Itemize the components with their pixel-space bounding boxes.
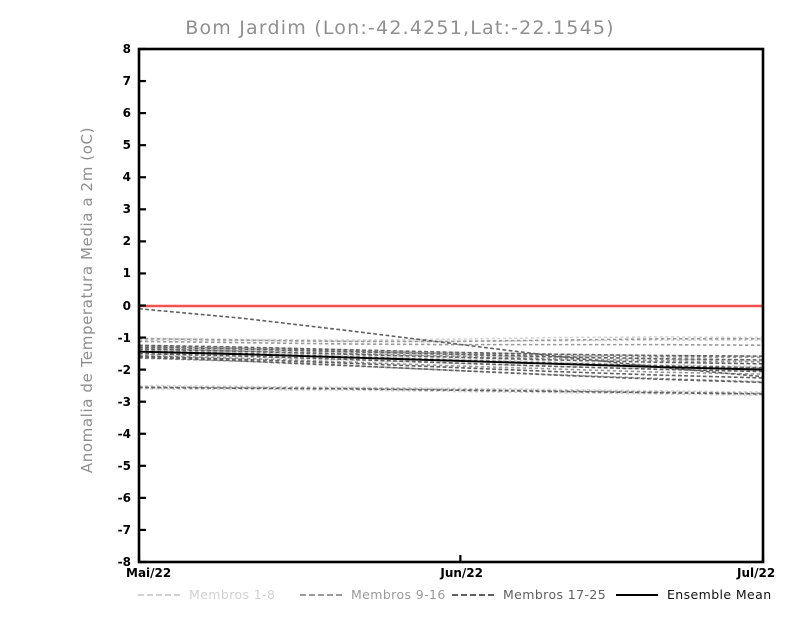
y-tick-label: 3 bbox=[122, 202, 131, 217]
legend-item: Membros 9-16 bbox=[300, 586, 446, 604]
y-tick-label: -1 bbox=[117, 330, 131, 345]
legend-swatch bbox=[138, 594, 180, 596]
chart-legend: Membros 1-8 Membros 9-16 Membros 17-25 Ense… bbox=[0, 586, 800, 606]
member-line bbox=[138, 386, 764, 395]
y-tick-label: 2 bbox=[122, 234, 131, 249]
member-line bbox=[138, 348, 764, 365]
legend-swatch bbox=[616, 594, 658, 596]
y-tick-label: 8 bbox=[122, 42, 131, 56]
member-line bbox=[138, 354, 764, 375]
x-tick-label: Jun/22 bbox=[440, 566, 483, 580]
y-tick-label: 6 bbox=[122, 106, 131, 121]
plot-frame bbox=[137, 47, 765, 564]
legend-item: Ensemble Mean bbox=[616, 586, 772, 604]
x-tick-label: Mai/22 bbox=[126, 566, 172, 580]
y-tick-label: -6 bbox=[117, 490, 131, 505]
legend-label: Membros 17-25 bbox=[503, 587, 607, 602]
legend-label: Membros 1-8 bbox=[189, 587, 276, 602]
y-tick-label: 7 bbox=[122, 74, 131, 89]
member-line bbox=[138, 355, 764, 379]
y-tick-label: -5 bbox=[117, 458, 131, 473]
y-tick-label: 1 bbox=[122, 266, 131, 281]
y-tick-label: -3 bbox=[117, 394, 131, 409]
legend-swatch bbox=[300, 594, 342, 596]
legend-item: Membros 1-8 bbox=[138, 586, 275, 604]
y-tick-label: -2 bbox=[117, 362, 131, 377]
member-line bbox=[138, 347, 764, 363]
chart-title: Bom Jardim (Lon:-42.4251,Lat:-22.1545) bbox=[185, 17, 615, 39]
legend-swatch bbox=[452, 594, 494, 596]
legend-item: Membros 17-25 bbox=[452, 586, 606, 604]
y-tick-label: 0 bbox=[122, 298, 131, 313]
member-line bbox=[138, 356, 764, 384]
y-tick-label: 5 bbox=[122, 138, 131, 153]
member-line bbox=[138, 344, 764, 357]
legend-label: Ensemble Mean bbox=[667, 587, 772, 602]
y-tick-label: 4 bbox=[122, 170, 131, 185]
y-tick-label: -7 bbox=[117, 522, 131, 537]
y-tick-label: -4 bbox=[117, 426, 131, 441]
legend-label: Membros 9-16 bbox=[351, 587, 446, 602]
data-series-layer bbox=[138, 307, 764, 397]
x-tick-label: Jul/22 bbox=[737, 566, 776, 580]
member-line bbox=[138, 340, 764, 347]
member-line bbox=[138, 352, 764, 373]
y-tick-label: -8 bbox=[117, 555, 131, 569]
member-line bbox=[138, 346, 764, 361]
ensemble-mean-line bbox=[138, 350, 764, 371]
member-line bbox=[138, 337, 763, 343]
